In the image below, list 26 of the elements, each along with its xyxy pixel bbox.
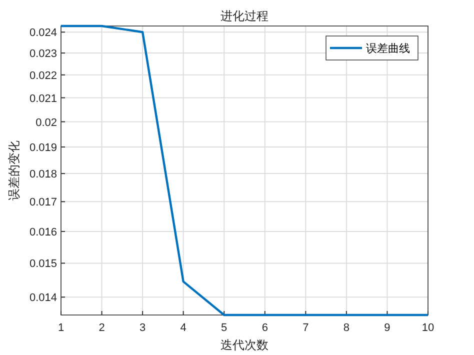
x-tick-label: 7 [302,322,309,334]
y-tick-label: 0.014 [29,292,57,304]
x-tick-label: 2 [98,322,105,334]
x-tick-label: 1 [58,322,64,334]
x-tick-label: 8 [343,322,350,334]
line-series [60,24,430,316]
x-axis-title: 迭代次数 [220,338,268,352]
y-axis-title: 误差的变化 [7,140,21,200]
y-tick-label: 0.021 [29,92,57,105]
x-tick-label: 4 [180,322,186,334]
y-tick-label: 0.023 [29,48,57,60]
x-tick-label: 10 [422,322,434,334]
x-tick-label: 3 [139,322,146,334]
y-tick-label: 0.019 [29,142,57,154]
y-tick-label: 0.018 [29,168,57,181]
y-tick-label: 0.02 [36,116,57,129]
y-tick-label: 0.022 [29,70,57,82]
legend-label: 误差曲线 [366,42,410,55]
chart-title: 进化过程 [220,9,268,23]
x-tick-label: 6 [262,322,268,334]
y-tick-label: 0.024 [29,27,57,40]
y-tick-label: 0.015 [29,258,57,270]
y-tick-label: 0.017 [29,196,57,209]
y-tick-label: 0.016 [29,226,57,238]
x-tick-label: 9 [384,322,390,334]
x-tick-label: 5 [221,322,228,334]
